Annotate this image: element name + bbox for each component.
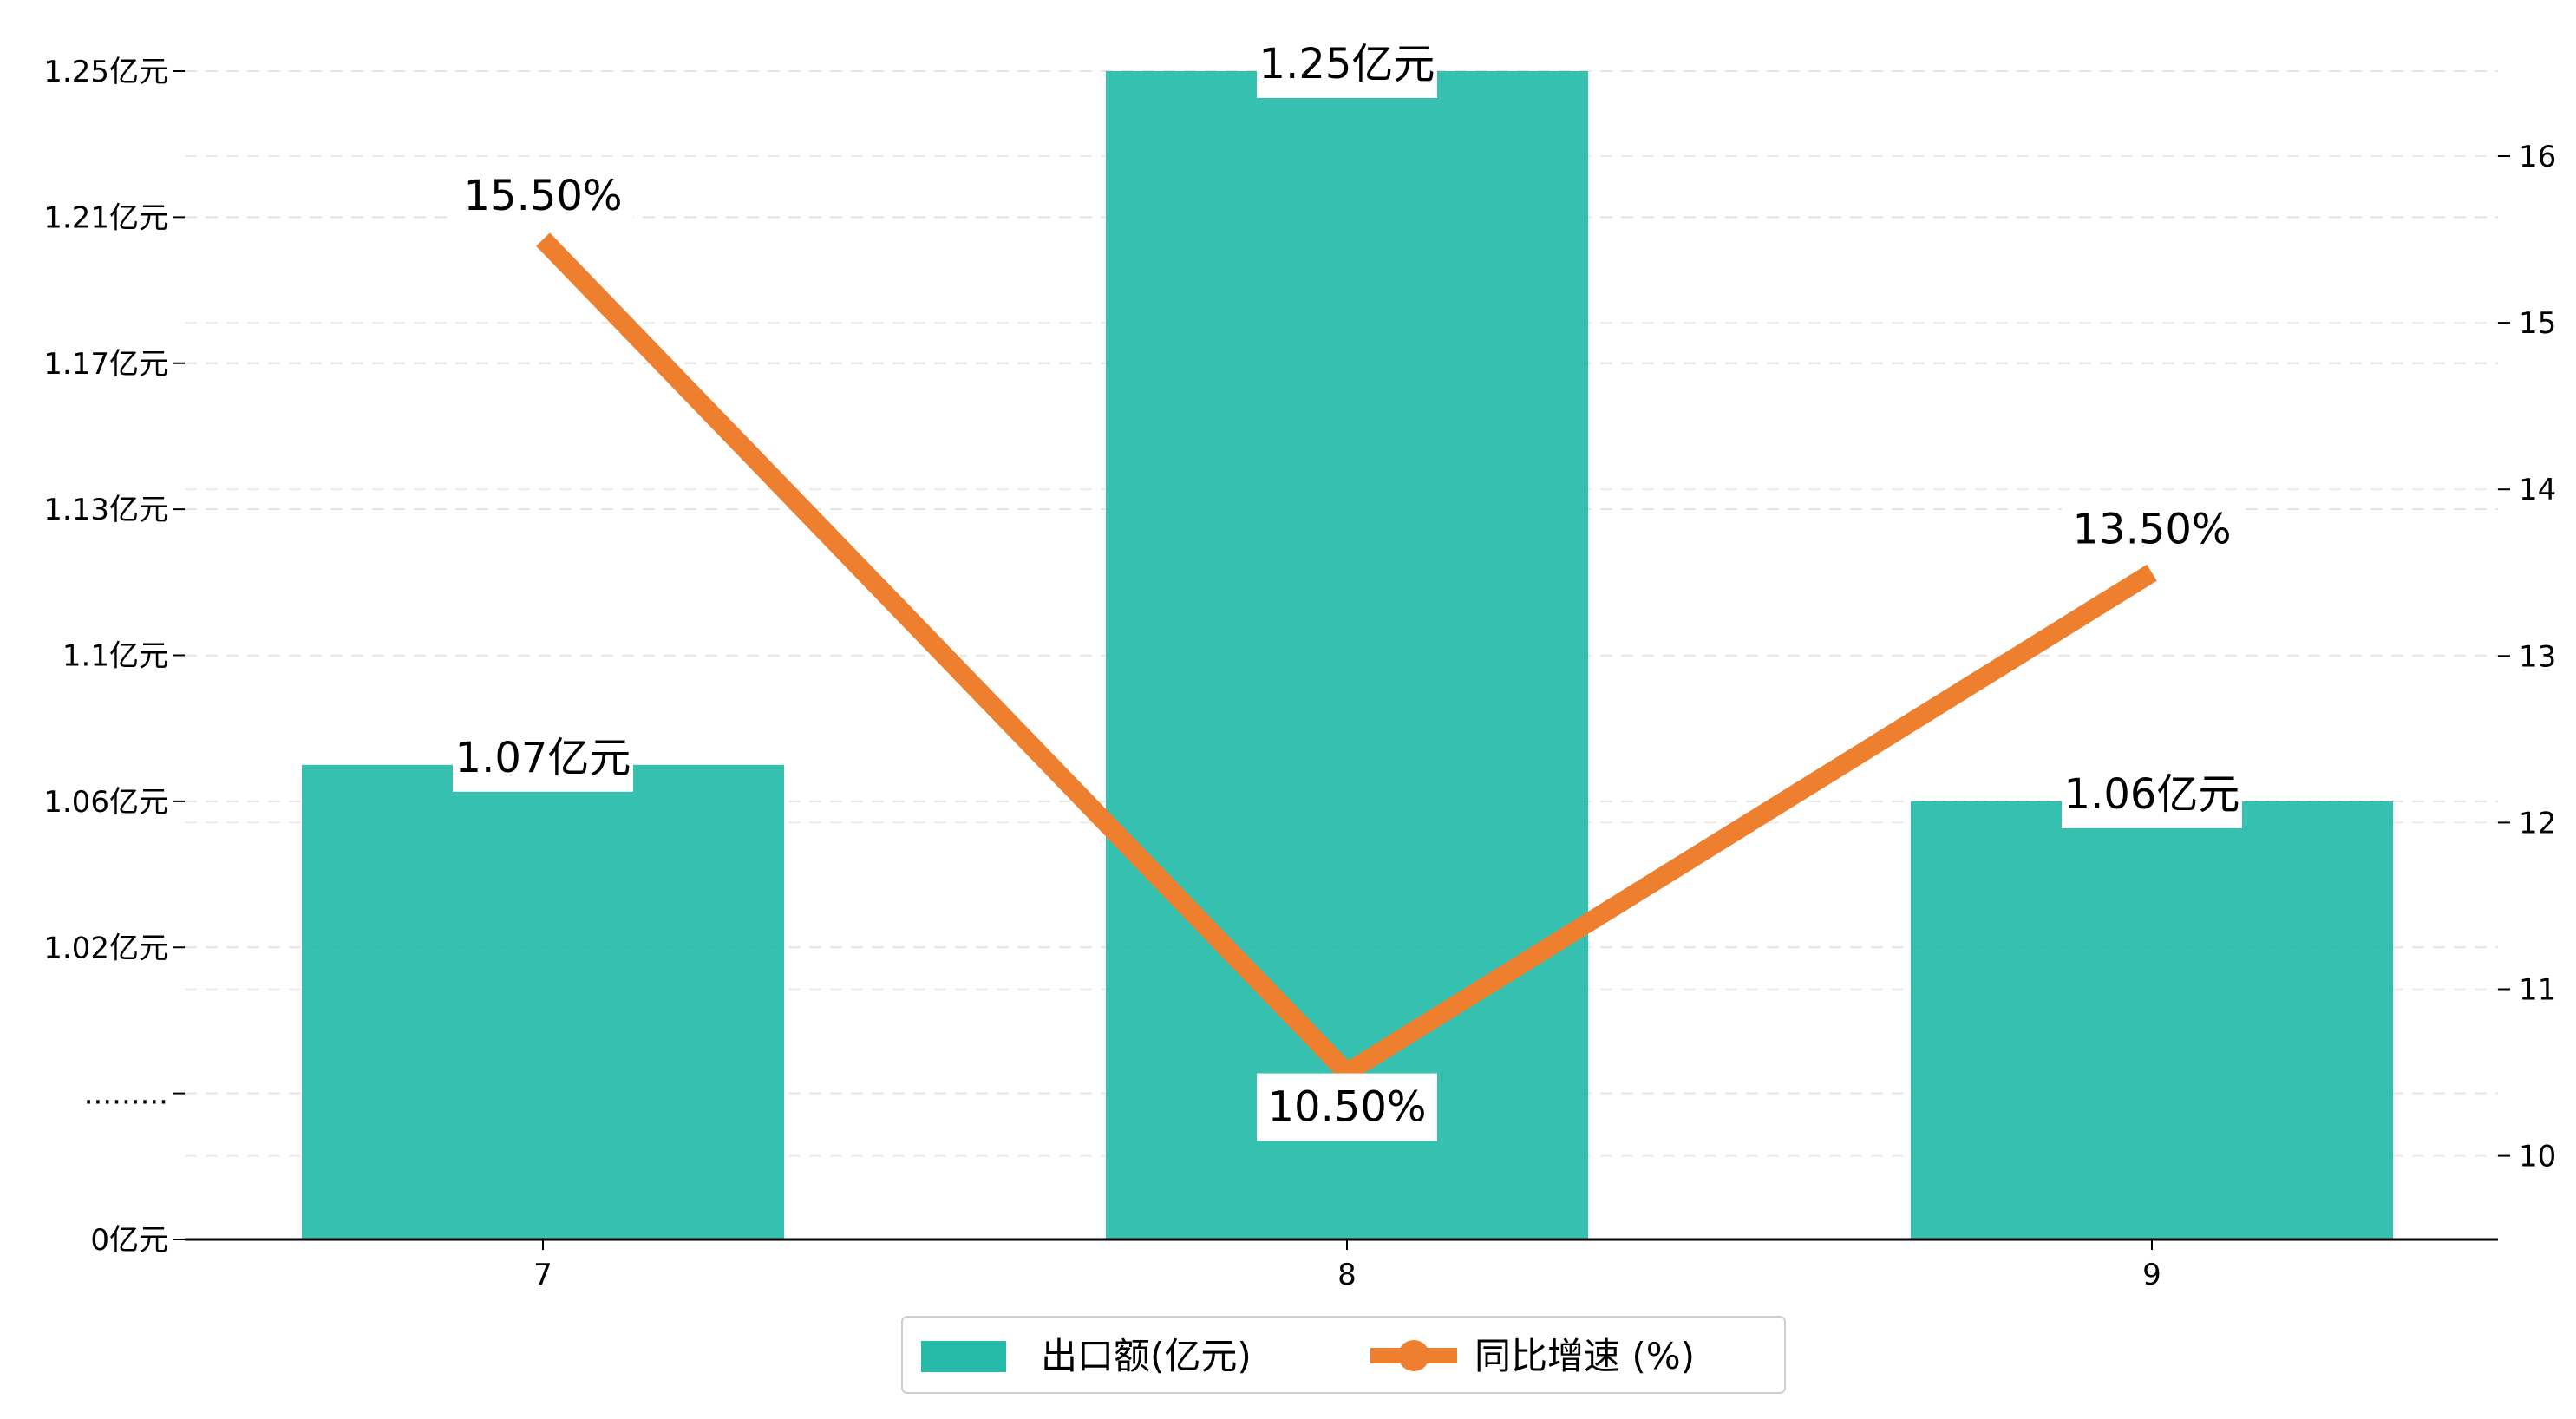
bar-value-label-bg xyxy=(2062,760,2242,828)
legend-bar-label: 出口额(亿元) xyxy=(1041,1335,1252,1377)
line-value-label: 15.50% xyxy=(453,162,633,231)
legend: 出口额(亿元) 同比增速 (%) xyxy=(901,1316,1786,1394)
left-tick-label: 1.25亿元 xyxy=(43,55,168,89)
bars xyxy=(302,71,2393,1239)
left-tick-label: 1.02亿元 xyxy=(43,931,168,965)
right-tick-label: 12 xyxy=(2519,806,2556,840)
left-tick-label: 1.1亿元 xyxy=(62,639,168,674)
line-value-label-bg xyxy=(453,162,633,231)
legend-box xyxy=(901,1316,1786,1394)
line-value-label: 10.50% xyxy=(1257,1073,1437,1141)
bar-value-label-text: 1.25亿元 xyxy=(1259,40,1435,88)
bar-9[interactable] xyxy=(1911,801,2393,1239)
right-tick-label: 14 xyxy=(2519,473,2556,507)
growth-line-path[interactable] xyxy=(536,232,2157,1085)
legend-line-marker xyxy=(1398,1340,1429,1371)
left-tick-label: 1.06亿元 xyxy=(43,785,168,820)
right-tick-label: 16 xyxy=(2519,140,2556,174)
left-tick-label: 1.21亿元 xyxy=(43,200,168,235)
line-value-label-text: 13.50% xyxy=(2072,505,2231,553)
bar-value-label: 1.07亿元 xyxy=(453,723,633,792)
growth-line xyxy=(536,232,2157,1085)
left-tick-label: 1.13亿元 xyxy=(43,493,168,527)
bar-value-label: 1.25亿元 xyxy=(1257,30,1437,98)
axes: 0亿元......... 1.02亿元 1.06亿元 1.1亿元 1.13亿元 1.17亿… xyxy=(43,55,2556,1292)
line-value-label-text: 10.50% xyxy=(1267,1083,1426,1132)
legend-bar-swatch xyxy=(921,1341,1006,1372)
line-value-label: 13.50% xyxy=(2062,495,2242,564)
x-tick-label: 8 xyxy=(1337,1258,1357,1292)
bar-value-label-text: 1.07亿元 xyxy=(455,734,631,782)
data-labels: 1.07亿元 1.25亿元 1.06亿元 15.50% 10.50% 13.50% xyxy=(453,30,2242,1141)
line-value-label-bg xyxy=(1257,1073,1437,1141)
line-value-label-text: 15.50% xyxy=(463,172,622,220)
x-tick-label: 7 xyxy=(533,1258,552,1292)
legend-line-label: 同比增速 (%) xyxy=(1474,1335,1695,1377)
bar-value-label-text: 1.06亿元 xyxy=(2064,770,2240,819)
x-tick-label: 9 xyxy=(2142,1258,2161,1292)
right-tick-label: 13 xyxy=(2519,639,2556,674)
left-tick-label: 0亿元 xyxy=(90,1223,168,1258)
line-value-label-bg xyxy=(2062,495,2242,564)
bar-value-label-bg xyxy=(1257,30,1437,98)
left-tick-label: ......... xyxy=(84,1077,168,1112)
bar-8[interactable] xyxy=(1106,71,1588,1239)
bar-value-label-bg xyxy=(453,723,633,792)
right-tick-label: 10 xyxy=(2519,1140,2556,1174)
left-tick-label: 1.17亿元 xyxy=(43,347,168,382)
bar-7[interactable] xyxy=(302,764,784,1239)
bar-value-label: 1.06亿元 xyxy=(2062,760,2242,828)
right-tick-label: 11 xyxy=(2519,973,2556,1008)
right-tick-label: 15 xyxy=(2519,306,2556,341)
